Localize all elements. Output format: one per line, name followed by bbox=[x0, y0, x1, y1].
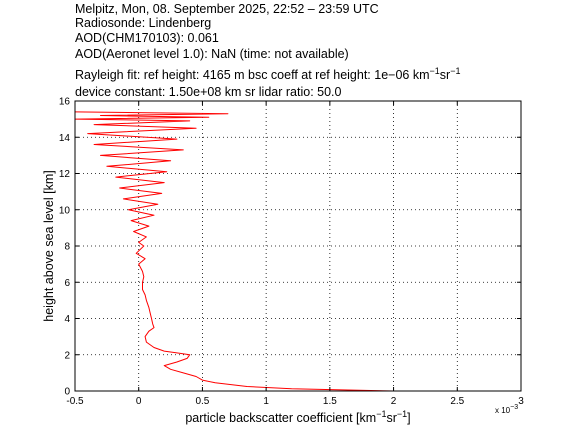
backscatter-profile-line bbox=[74, 111, 394, 392]
x-axis-label-end: ] bbox=[407, 411, 410, 425]
y-tick-label: 2 bbox=[64, 350, 70, 361]
x-axis-label-sr: sr bbox=[386, 411, 396, 425]
rayleigh-fit-text: Rayleigh fit: ref height: 4165 m bsc coe… bbox=[75, 68, 430, 82]
x-multiplier-base: x 10 bbox=[495, 406, 511, 415]
y-tick-label: 4 bbox=[64, 314, 70, 325]
x-tick-label: 0 bbox=[136, 396, 142, 407]
x-tick-label: 0.5 bbox=[195, 396, 209, 407]
header-line-aod-chm: AOD(CHM170103): 0.061 bbox=[75, 31, 219, 45]
y-tick-label: 10 bbox=[59, 205, 71, 216]
header-line-radiosonde: Radiosonde: Lindenberg bbox=[75, 16, 211, 30]
x-multiplier-exp: −3 bbox=[510, 404, 518, 411]
header-line-aod-aeronet: AOD(Aeronet level 1.0): NaN (time: not a… bbox=[75, 47, 349, 61]
plot-background bbox=[75, 101, 521, 391]
x-axis-label-main: particle backscatter coefficient [km bbox=[185, 411, 376, 425]
rayleigh-fit-sup2: −1 bbox=[450, 66, 460, 76]
rayleigh-fit-sup1: −1 bbox=[430, 66, 440, 76]
y-tick-label: 8 bbox=[64, 242, 70, 253]
y-axis-label: height above sea level [km] bbox=[42, 170, 56, 321]
x-tick-label: 1.5 bbox=[323, 396, 337, 407]
x-tick-label: 2 bbox=[391, 396, 397, 407]
x-axis-ticks: -0.5 0 0.5 1 1.5 2 2.5 3 bbox=[66, 101, 524, 407]
y-tick-label: 6 bbox=[64, 278, 70, 289]
x-tick-label: 1 bbox=[263, 396, 269, 407]
y-axis-ticks: 0 2 4 6 8 10 12 14 16 bbox=[59, 97, 521, 398]
y-tick-label: 14 bbox=[59, 133, 71, 144]
x-axis-label: particle backscatter coefficient [km−1sr… bbox=[185, 409, 410, 425]
x-tick-label: -0.5 bbox=[66, 396, 84, 407]
y-tick-label: 16 bbox=[59, 97, 71, 108]
header-line-location-time: Melpitz, Mon, 08. September 2025, 22:52 … bbox=[75, 2, 379, 16]
x-tick-label: 2.5 bbox=[450, 396, 464, 407]
header-line-rayleigh-fit: Rayleigh fit: ref height: 4165 m bsc coe… bbox=[75, 66, 460, 82]
y-tick-label: 0 bbox=[64, 387, 70, 398]
y-tick-label: 12 bbox=[59, 169, 71, 180]
x-axis-label-sup1: −1 bbox=[376, 409, 386, 419]
series-group bbox=[74, 111, 394, 392]
header-line-device-constant: device constant: 1.50e+08 km sr lidar ra… bbox=[75, 85, 342, 99]
x-axis-multiplier: x 10−3 bbox=[495, 404, 518, 415]
grid-lines bbox=[75, 101, 521, 391]
x-axis-label-sup2: −1 bbox=[397, 409, 407, 419]
x-tick-label: 3 bbox=[518, 396, 524, 407]
rayleigh-fit-sr: sr bbox=[440, 68, 450, 82]
